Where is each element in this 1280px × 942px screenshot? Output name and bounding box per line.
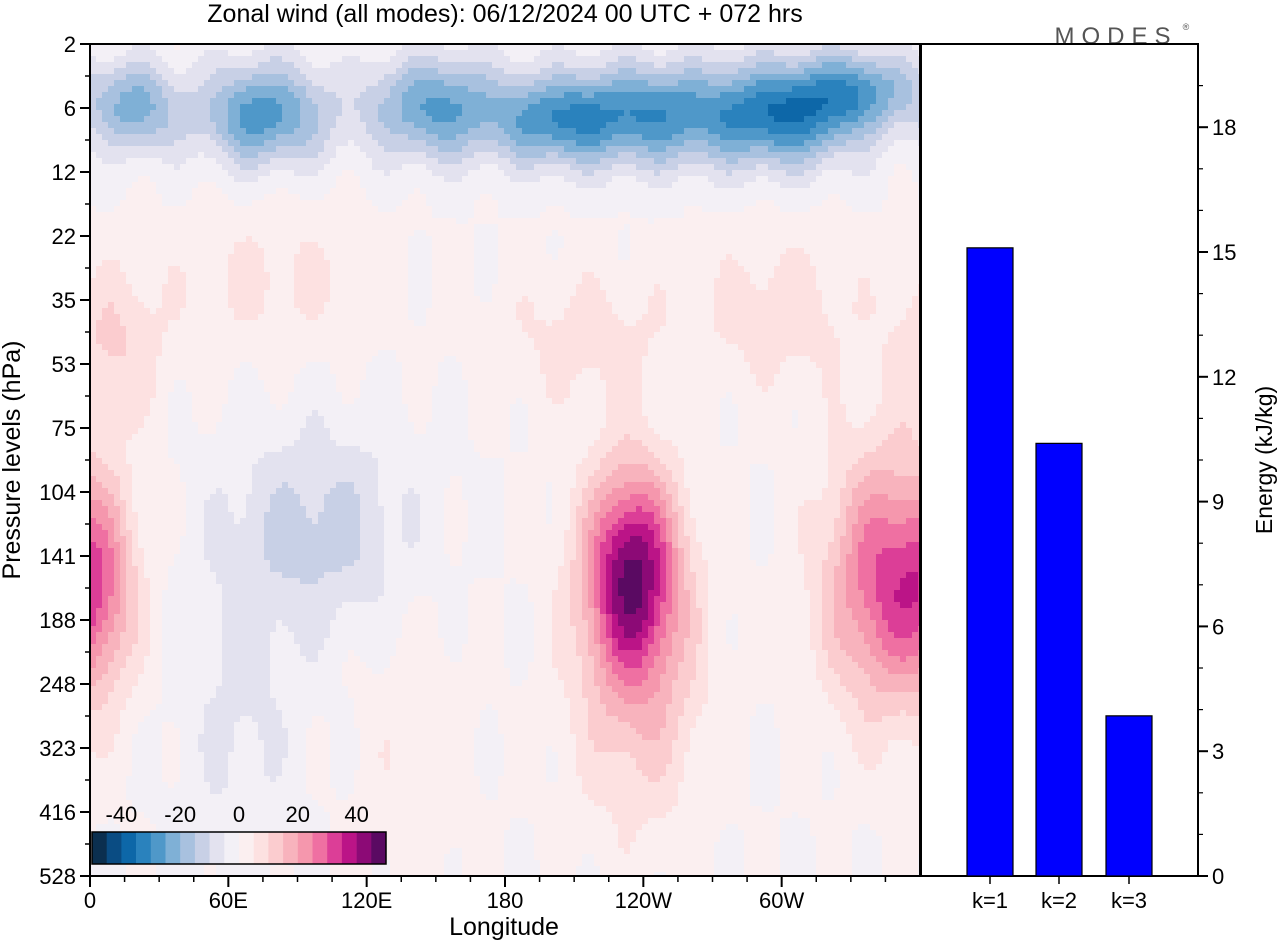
colorbar-tick-label: 40 [344, 802, 368, 827]
y-tick-label: 6 [64, 96, 76, 121]
energy-tick-label: 6 [1212, 614, 1224, 639]
x-tick-label: 120W [615, 888, 673, 913]
y-tick-label: 188 [39, 608, 76, 633]
energy-bar [966, 247, 1014, 877]
y-tick-label: 416 [39, 800, 76, 825]
energy-tick-label: 3 [1212, 739, 1224, 764]
bar-category-label: k=3 [1111, 888, 1147, 913]
colorbar-swatch [268, 832, 284, 864]
colorbar-swatch [327, 832, 343, 864]
colorbar-tick-label: -20 [164, 802, 196, 827]
colorbar-swatch [312, 832, 328, 864]
colorbar-tick-label: 20 [286, 802, 310, 827]
energy-tick-label: 0 [1212, 864, 1224, 889]
energy-bar [1035, 442, 1083, 877]
y-tick-label: 12 [52, 160, 76, 185]
colorbar: -40 -20 0 20 40 [91, 802, 387, 865]
colorbar-frame [91, 831, 387, 865]
energy-tick-label: 12 [1212, 365, 1236, 390]
energy-tick-label: 18 [1212, 115, 1236, 140]
y-axis-label: Pressure levels (hPa) [0, 341, 26, 580]
colorbar-tick-label: 0 [233, 802, 245, 827]
x-tick-label: 0 [84, 888, 96, 913]
colorbar-swatch [356, 832, 372, 864]
colorbar-swatch [92, 832, 107, 864]
x-tick-label: 60W [759, 888, 804, 913]
colorbar-swatch [194, 832, 210, 864]
y-tick-label: 141 [39, 544, 76, 569]
colorbar-swatch [283, 832, 299, 864]
wind-contour-field [90, 44, 921, 877]
colorbar-swatch [224, 832, 240, 864]
colorbar-swatch [253, 832, 269, 864]
y-tick-label: 248 [39, 672, 76, 697]
colorbar-swatch [209, 832, 225, 864]
bar-category-label: k=2 [1041, 888, 1077, 913]
bar-category-label: k=1 [972, 888, 1008, 913]
x-tick-label: 60E [209, 888, 248, 913]
colorbar-swatch [297, 832, 313, 864]
y-tick-label: 75 [52, 416, 76, 441]
y-tick-label: 35 [52, 288, 76, 313]
energy-tick-label: 9 [1212, 490, 1224, 515]
y-tick-label: 104 [39, 480, 76, 505]
chart-title: Zonal wind (all modes): 06/12/2024 00 UT… [207, 0, 802, 28]
energy-tick-label: 15 [1212, 240, 1236, 265]
colorbar-tick-label: -40 [106, 802, 138, 827]
colorbar-swatch [165, 832, 181, 864]
colorbar-swatch [150, 832, 166, 864]
y-tick-label: 22 [52, 224, 76, 249]
y-tick-label: 528 [39, 864, 76, 889]
x-axis-label: Longitude [449, 913, 559, 941]
colorbar-swatch [121, 832, 137, 864]
colorbar-swatch [106, 832, 122, 864]
colorbar-swatch [136, 832, 152, 864]
x-tick-label: 120E [341, 888, 392, 913]
x-tick-label: 180 [487, 888, 524, 913]
energy-axis-label: Energy (kJ/kg) [1251, 386, 1277, 534]
colorbar-swatch [341, 832, 357, 864]
energy-bar-chart: k=1 k=2 k=3 0 3 6 9 12 15 18 [920, 43, 1236, 913]
colorbar-swatch [239, 832, 254, 864]
y-tick-label: 323 [39, 736, 76, 761]
brand-registered-mark: ® [1183, 22, 1190, 32]
colorbar-swatch [371, 832, 387, 864]
colorbar-swatch [180, 832, 196, 864]
energy-bar [1105, 715, 1153, 877]
y-tick-label: 53 [52, 352, 76, 377]
y-tick-label: 2 [64, 32, 76, 57]
